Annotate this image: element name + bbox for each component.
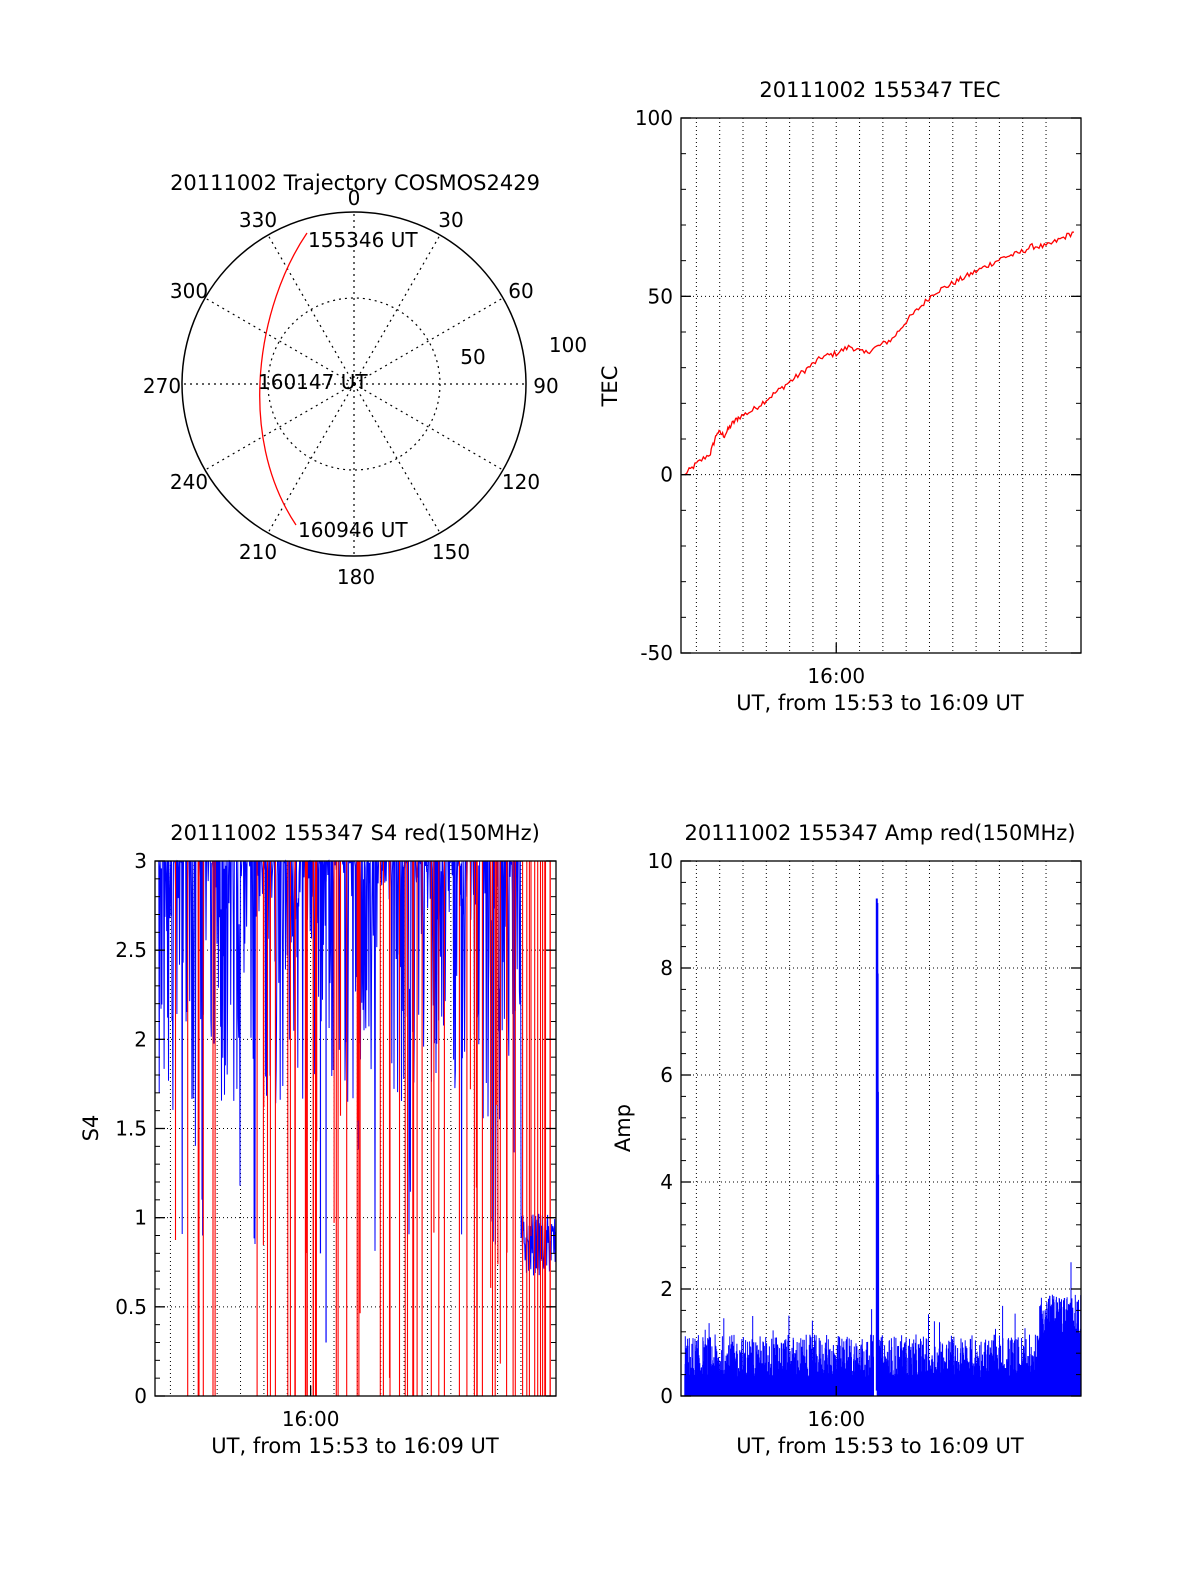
azimuth-label-330: 330 [239, 208, 277, 232]
amp-ytick-label-2: 4 [660, 1170, 673, 1194]
ring-label-50: 50 [460, 345, 485, 369]
tec-ytick-label-1: 0 [660, 463, 673, 487]
s4-ytick-label-0: 0 [134, 1384, 147, 1408]
amp-chart: 20111002 155347 Amp red(150MHz) 0 2 4 6 8 10 1… [611, 821, 1082, 1458]
s4-chart: 20111002 155347 S4 red(150MHz) 0 0.5 1 1.5 2… [79, 821, 557, 1458]
amp-ylabel: Amp [611, 1104, 635, 1152]
trajectory-series [259, 232, 308, 526]
spoke-60 [353, 297, 504, 385]
tec-line [684, 231, 1074, 476]
point-label-0: 155346 UT [308, 228, 418, 252]
tec-ylabel: TEC [598, 366, 622, 408]
azimuth-label-270: 270 [143, 374, 181, 398]
amp-plot-frame [680, 860, 1082, 1397]
polar-grid [181, 211, 527, 557]
ring-label-100: 100 [549, 333, 587, 357]
spoke-240 [204, 383, 355, 471]
amp-series [684, 898, 1082, 1396]
tec-ytick-label-2: 50 [648, 284, 673, 308]
point-label-2: 160946 UT [298, 518, 408, 542]
spoke-150 [353, 383, 441, 534]
amp-grid [681, 861, 1081, 1396]
azimuth-label-240: 240 [170, 470, 208, 494]
amp-ytick-label-3: 6 [660, 1063, 673, 1087]
tec-ticks: -50 0 50 100 16:00 [635, 106, 1081, 688]
azimuth-label-210: 210 [239, 540, 277, 564]
azimuth-label-30: 30 [438, 208, 463, 232]
amp-blue-line [684, 903, 1082, 1396]
point-label-1: 160147 UT [258, 370, 368, 394]
s4-series [158, 859, 557, 1396]
trajectory-point-labels: 155346 UT 160147 UT 160946 UT [258, 228, 418, 542]
amp-ytick-label-4: 8 [660, 956, 673, 980]
azimuth-label-120: 120 [502, 470, 540, 494]
tec-series [684, 231, 1074, 476]
s4-xlabel: UT, from 15:53 to 16:09 UT [211, 1434, 499, 1458]
spoke-120 [353, 383, 504, 471]
amp-ytick-label-0: 0 [660, 1384, 673, 1408]
s4-ylabel: S4 [79, 1115, 103, 1142]
azimuth-label-180: 180 [337, 565, 375, 589]
azimuth-label-150: 150 [432, 540, 470, 564]
s4-ytick-label-2: 1 [134, 1206, 147, 1230]
amp-xtick-label-0: 16:00 [807, 1407, 865, 1431]
s4-ytick-label-1: 0.5 [115, 1295, 147, 1319]
s4-ytick-label-6: 3 [134, 849, 147, 873]
tec-ytick-label-3: 100 [635, 106, 673, 130]
spoke-300 [204, 297, 355, 385]
azimuth-label-60: 60 [508, 279, 533, 303]
azimuth-label-90: 90 [533, 374, 558, 398]
s4-ytick-label-5: 2.5 [115, 938, 147, 962]
trajectory-title: 20111002 Trajectory COSMOS2429 [170, 171, 540, 195]
outer-ring [181, 211, 527, 557]
azimuth-label-300: 300 [170, 279, 208, 303]
spoke-210 [267, 383, 355, 534]
tec-title: 20111002 155347 TEC [759, 78, 1000, 102]
tec-plot-frame [680, 117, 1082, 654]
amp-ytick-label-5: 10 [648, 849, 673, 873]
azimuth-label-0: 0 [348, 186, 361, 210]
s4-ticks: 0 0.5 1 1.5 2 2.5 3 16:00 [115, 849, 556, 1431]
tec-ytick-label-0: -50 [640, 641, 673, 665]
spoke-330 [267, 234, 355, 385]
s4-ytick-label-4: 2 [134, 1027, 147, 1051]
amp-ytick-label-1: 2 [660, 1277, 673, 1301]
trajectory-line [259, 232, 308, 526]
trajectory-chart: 20111002 Trajectory COSMOS2429 0 30 60 90 12… [143, 171, 587, 589]
tec-grid [681, 118, 1081, 653]
tec-xlabel: UT, from 15:53 to 16:09 UT [736, 691, 1024, 715]
tec-xtick-label-0: 16:00 [807, 664, 865, 688]
tec-chart: 20111002 155347 TEC -50 0 50 100 16:00 UT, f… [598, 78, 1082, 715]
amp-title: 20111002 155347 Amp red(150MHz) [684, 821, 1075, 845]
s4-ytick-label-3: 1.5 [115, 1117, 147, 1141]
s4-xtick-label-0: 16:00 [282, 1407, 340, 1431]
azimuth-labels: 0 30 60 90 120 150 180 210 240 270 300 330 50 100 [143, 186, 587, 589]
spoke-30 [353, 234, 441, 385]
s4-title: 20111002 155347 S4 red(150MHz) [170, 821, 540, 845]
amp-xlabel: UT, from 15:53 to 16:09 UT [736, 1434, 1024, 1458]
amp-ticks: 0 2 4 6 8 10 16:00 [648, 849, 1081, 1431]
